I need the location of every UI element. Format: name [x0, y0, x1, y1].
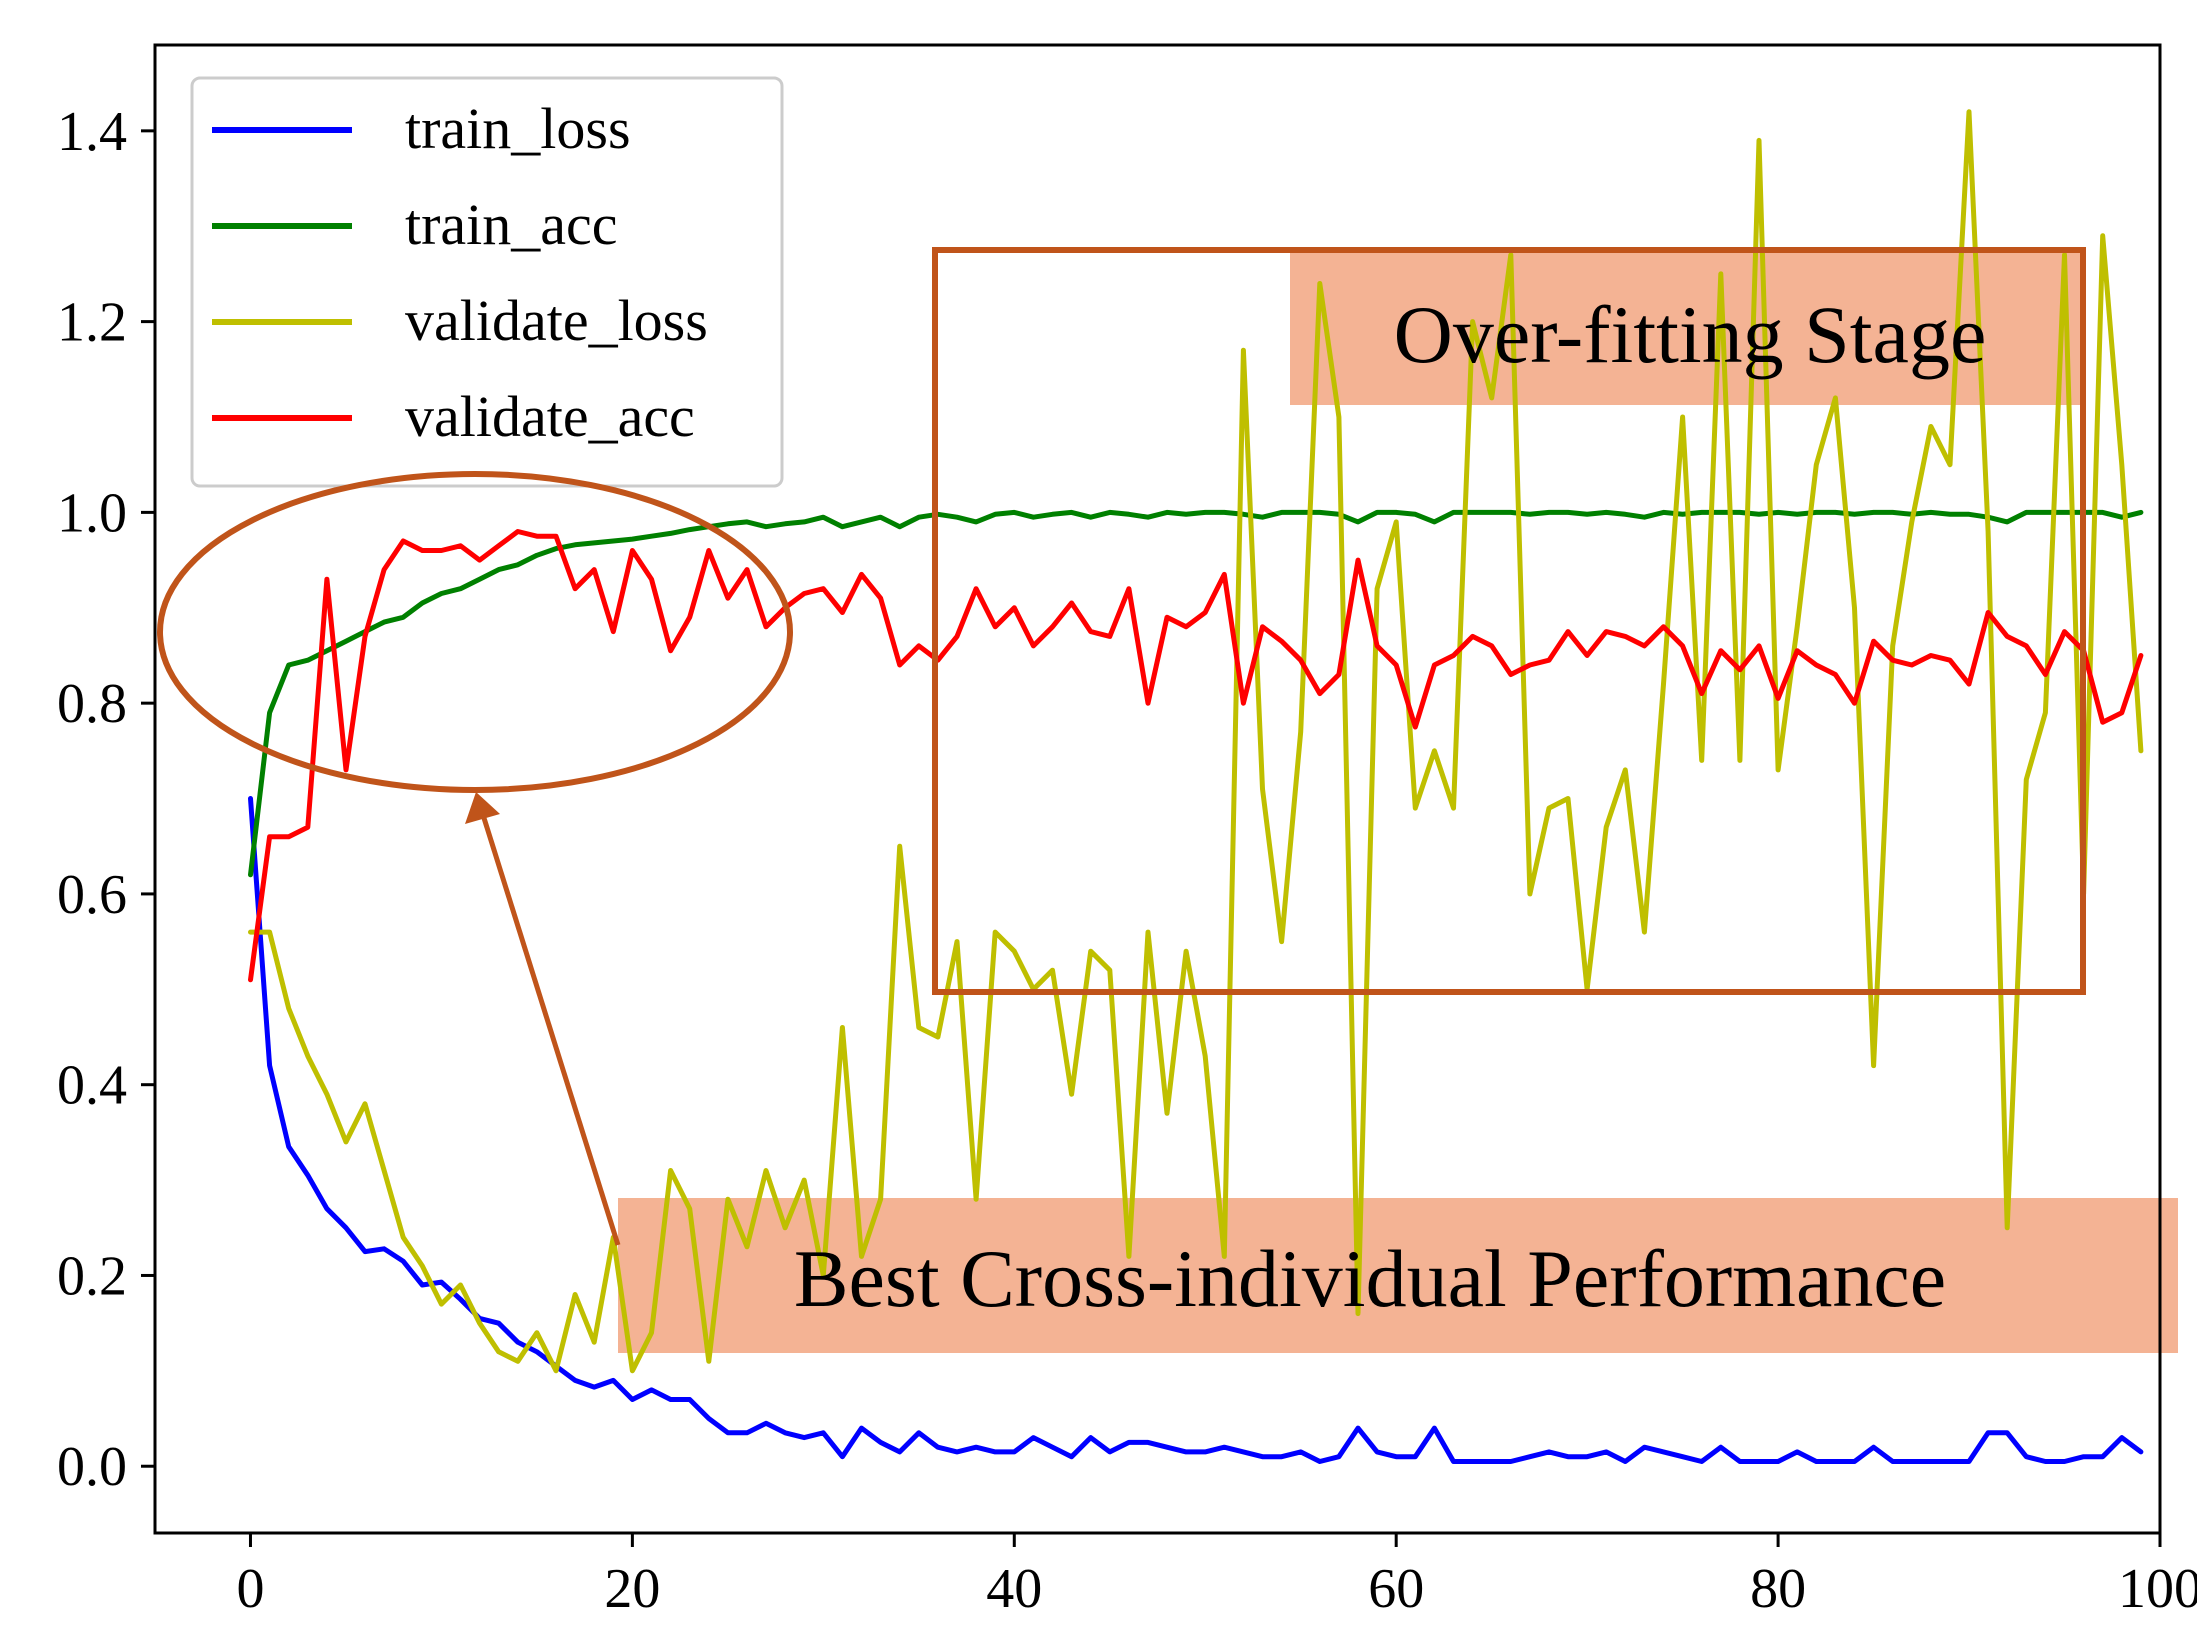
plot-frame: [153, 43, 2162, 1535]
overfitting-stage-box: [932, 247, 2086, 995]
legend-box: [190, 76, 784, 488]
x-tick-label: 0: [236, 1558, 264, 1620]
y-tick-label: 0.2: [57, 1245, 127, 1307]
y-tick-label: 0.8: [57, 673, 127, 735]
x-tick-label: 80: [1750, 1558, 1806, 1620]
best-region-ellipse: [157, 471, 793, 793]
overfitting-label-background: [1290, 253, 2080, 405]
legend-label-train-loss: train_loss: [405, 96, 631, 161]
x-tick-label: 100: [2118, 1558, 2197, 1620]
y-tick-label: 1.4: [57, 101, 127, 163]
y-tick-label: 0.4: [57, 1055, 127, 1117]
y-tick-label: 1.0: [57, 482, 127, 544]
x-tick-label: 20: [604, 1558, 660, 1620]
series-line-train-acc: [248, 509, 2144, 878]
annotation-arrow-shaft: [481, 817, 621, 1246]
legend-label-train-acc: train_acc: [405, 192, 618, 257]
best-performance-label-background: [618, 1198, 2178, 1353]
y-tick-label: 1.2: [57, 292, 127, 354]
annotations-back: [618, 253, 2178, 1353]
y-tick-label: 0.0: [57, 1436, 127, 1498]
series-line-train-loss: [248, 796, 2144, 1464]
annotations-front: Over-fitting Stage Best Cross-individual …: [157, 247, 2086, 1324]
ticks-layer: 0 20 40 60 80 100 0.0 0.2 0.4 0.6 0.8 1.0 1.2 1.4: [57, 101, 2197, 1620]
overfitting-stage-label: Over-fitting Stage: [1394, 289, 1987, 380]
series-line-validate-acc: [248, 529, 2144, 983]
series-layer: [248, 109, 2144, 1464]
x-tick-label: 60: [1368, 1558, 1424, 1620]
y-tick-label: 0.6: [57, 864, 127, 926]
annotation-arrow-head: [465, 792, 500, 824]
legend-label-validate-acc: validate_acc: [405, 384, 695, 449]
legend-label-validate-loss: validate_loss: [405, 288, 708, 353]
series-line-validate-loss: [248, 109, 2144, 1374]
best-performance-label: Best Cross-individual Performance: [794, 1233, 1946, 1324]
x-tick-label: 40: [986, 1558, 1042, 1620]
legend: train_loss train_acc validate_loss validate…: [190, 76, 784, 488]
